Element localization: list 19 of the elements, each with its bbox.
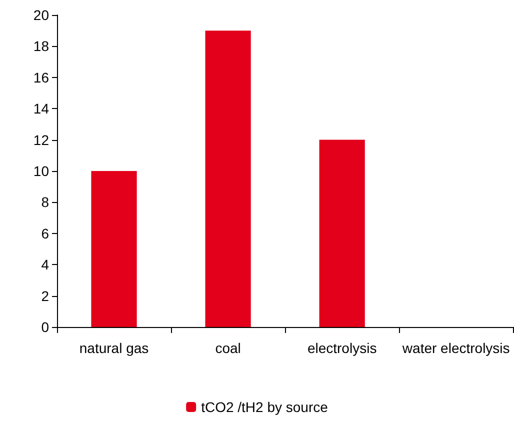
y-tick-label: 14 — [33, 100, 50, 117]
x-tick-label: electrolysis — [307, 340, 377, 356]
x-tick-label: natural gas — [79, 340, 149, 356]
y-tick-label: 6 — [41, 225, 50, 242]
bar — [205, 30, 251, 327]
bar — [91, 171, 137, 327]
y-tick-label: 0 — [41, 319, 50, 335]
x-tick-label: coal — [215, 340, 241, 356]
y-tick-label: 18 — [33, 38, 50, 54]
y-tick-label: 16 — [33, 69, 50, 86]
y-tick-label: 12 — [33, 132, 50, 148]
y-tick-label: 4 — [41, 256, 50, 273]
y-tick-label: 10 — [33, 163, 50, 179]
x-tick-label: water electrolysis — [401, 340, 510, 356]
y-tick-label: 8 — [41, 194, 50, 210]
legend-label: tCO2 /tH2 by source — [201, 399, 328, 415]
bar — [319, 140, 365, 327]
y-tick-label: 20 — [33, 7, 50, 23]
y-tick-label: 2 — [41, 288, 50, 304]
